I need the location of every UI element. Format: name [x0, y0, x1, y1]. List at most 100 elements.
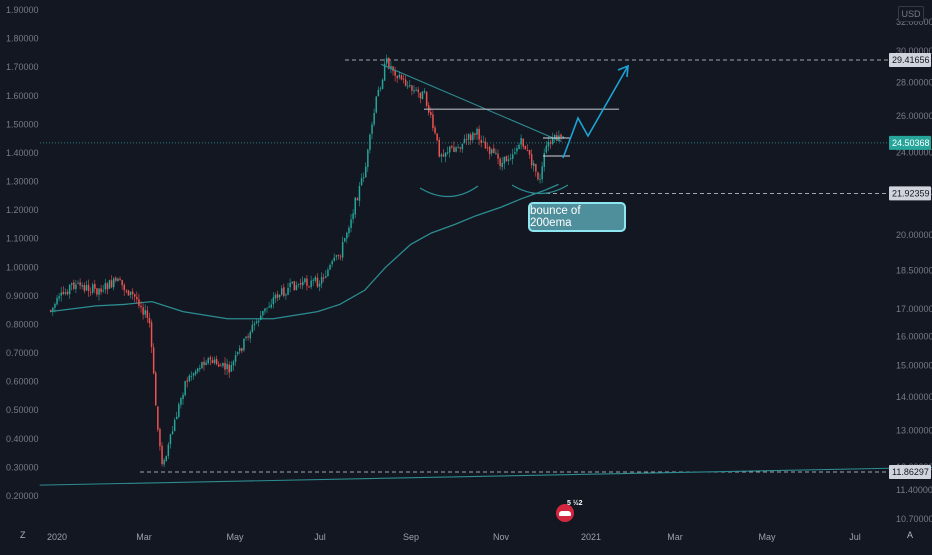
- candle-body: [470, 134, 472, 141]
- candle-body: [209, 357, 212, 360]
- candle-body: [123, 285, 125, 291]
- candle-body: [514, 152, 516, 154]
- candle-body: [291, 281, 293, 284]
- candle-body: [421, 91, 424, 100]
- candle-body: [92, 284, 94, 293]
- candle-body: [331, 261, 333, 265]
- candle-body: [228, 364, 230, 373]
- candle-body: [178, 404, 180, 417]
- candle-body: [127, 290, 130, 296]
- candle-body: [54, 304, 56, 308]
- candle-body: [344, 238, 346, 242]
- candle-body: [325, 276, 327, 278]
- candle-body: [115, 277, 117, 281]
- candle-body: [121, 279, 123, 286]
- candle-body: [268, 306, 270, 308]
- candle-body: [73, 282, 75, 289]
- candle-body: [125, 290, 128, 292]
- currency-badge[interactable]: USD: [898, 6, 924, 22]
- candle-body: [318, 283, 321, 287]
- left-axis-tick-label: 1.90000: [6, 5, 39, 15]
- candle-body: [356, 198, 359, 201]
- ema-200-line: [49, 183, 559, 320]
- candle-body: [400, 75, 403, 80]
- candle-body: [507, 159, 510, 161]
- candle-body: [348, 227, 350, 234]
- candle-body: [262, 310, 264, 316]
- candle-body: [352, 213, 354, 220]
- candle-body: [255, 321, 258, 324]
- candle-body: [201, 362, 203, 369]
- candle-body: [71, 283, 73, 285]
- price-tag-label: 11.86297: [892, 467, 929, 477]
- candle-body: [501, 162, 503, 168]
- candle-body: [535, 163, 537, 172]
- candle-body: [417, 89, 419, 93]
- candle-body: [184, 381, 186, 396]
- candle-body: [117, 278, 119, 282]
- candle-body: [379, 88, 382, 90]
- candle-body: [463, 138, 466, 143]
- projection-arrow-head: [617, 64, 629, 78]
- candle-body: [390, 65, 392, 69]
- corner-label-left: Z: [20, 530, 26, 540]
- candle-body: [213, 359, 216, 363]
- candle-body: [186, 380, 188, 382]
- candle-body: [218, 364, 220, 367]
- candle-body: [392, 66, 394, 72]
- candle-body: [190, 375, 193, 377]
- candle-body: [171, 431, 174, 435]
- candle-body: [194, 371, 197, 375]
- candle-body: [180, 398, 182, 405]
- candle-body: [287, 287, 289, 295]
- candle-body: [465, 139, 468, 141]
- candle-body: [512, 154, 514, 159]
- candle-body: [106, 283, 109, 290]
- candle-body: [337, 254, 340, 256]
- candle-body: [396, 76, 398, 79]
- candle-body: [306, 278, 308, 286]
- candle-body: [100, 288, 102, 292]
- candle-body: [197, 368, 199, 372]
- candle-body: [530, 154, 533, 166]
- candle-body: [176, 416, 178, 420]
- candle-body: [295, 285, 298, 290]
- candle-body: [419, 92, 422, 99]
- candle-body: [64, 292, 67, 294]
- candle-body: [451, 146, 453, 148]
- candle-body: [77, 283, 79, 284]
- candle-body: [81, 285, 83, 287]
- candle-body: [520, 137, 522, 145]
- x-axis-tick-label: Mar: [136, 532, 152, 542]
- candle-body: [478, 128, 480, 140]
- right-axis-tick-label: 10.70000: [896, 514, 932, 524]
- candle-body: [169, 434, 172, 445]
- candle-body: [207, 358, 209, 364]
- candle-body: [224, 362, 226, 370]
- candle-body: [430, 112, 432, 115]
- candle-body: [270, 304, 272, 308]
- candle-body: [335, 255, 338, 257]
- candle-body: [119, 278, 121, 280]
- annotation-box[interactable]: bounce of 200ema: [528, 202, 626, 232]
- x-axis-tick-label: Jul: [849, 532, 861, 542]
- price-tag-background: [889, 135, 931, 150]
- candle-body: [310, 280, 312, 288]
- right-axis-tick-label: 30.00000: [896, 46, 932, 56]
- candle-body: [96, 288, 98, 295]
- candle-body: [226, 364, 228, 370]
- left-axis-tick-label: 0.30000: [6, 462, 39, 472]
- price-tag-background: [889, 186, 931, 201]
- candle-body: [182, 394, 184, 400]
- candle-body: [245, 336, 247, 339]
- candle-body: [247, 336, 249, 338]
- candle-body: [159, 428, 161, 447]
- candle-body: [110, 280, 113, 288]
- price-tag-background: [889, 53, 931, 67]
- left-axis-tick-label: 0.20000: [6, 491, 39, 501]
- x-axis-tick-label: Sep: [403, 532, 419, 542]
- candle-body: [533, 163, 535, 167]
- left-axis-tick-label: 0.70000: [6, 348, 39, 358]
